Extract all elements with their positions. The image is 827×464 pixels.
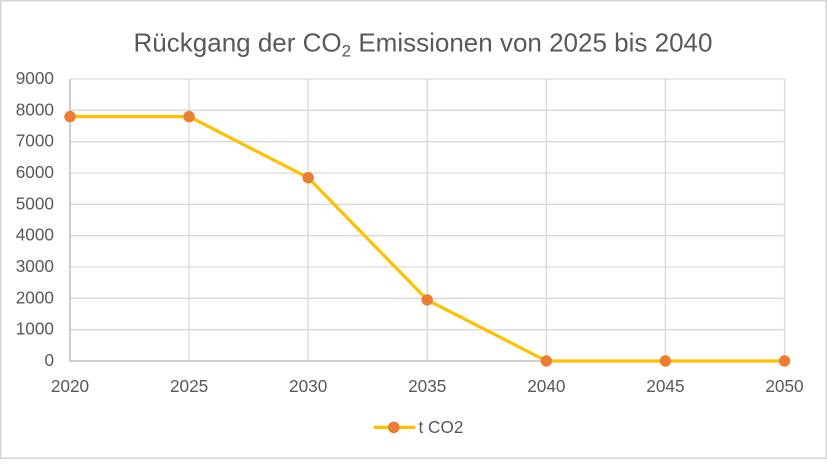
svg-text:1000: 1000 xyxy=(16,319,54,339)
svg-text:2050: 2050 xyxy=(765,376,803,396)
svg-text:2020: 2020 xyxy=(51,376,89,396)
svg-text:0: 0 xyxy=(44,350,54,370)
svg-text:9000: 9000 xyxy=(16,68,54,88)
svg-text:Rückgang der CO2 Emissionen vo: Rückgang der CO2 Emissionen von 2025 bis… xyxy=(134,27,713,60)
svg-text:2045: 2045 xyxy=(646,376,684,396)
svg-text:2040: 2040 xyxy=(527,376,565,396)
svg-text:2035: 2035 xyxy=(408,376,446,396)
svg-text:t CO2: t CO2 xyxy=(419,417,464,437)
svg-text:4000: 4000 xyxy=(16,225,54,245)
svg-text:7000: 7000 xyxy=(16,131,54,151)
svg-text:2000: 2000 xyxy=(16,287,54,307)
svg-text:3000: 3000 xyxy=(16,256,54,276)
svg-text:6000: 6000 xyxy=(16,162,54,182)
svg-text:2025: 2025 xyxy=(170,376,208,396)
svg-text:5000: 5000 xyxy=(16,193,54,213)
svg-text:2030: 2030 xyxy=(289,376,327,396)
svg-text:8000: 8000 xyxy=(16,99,54,119)
